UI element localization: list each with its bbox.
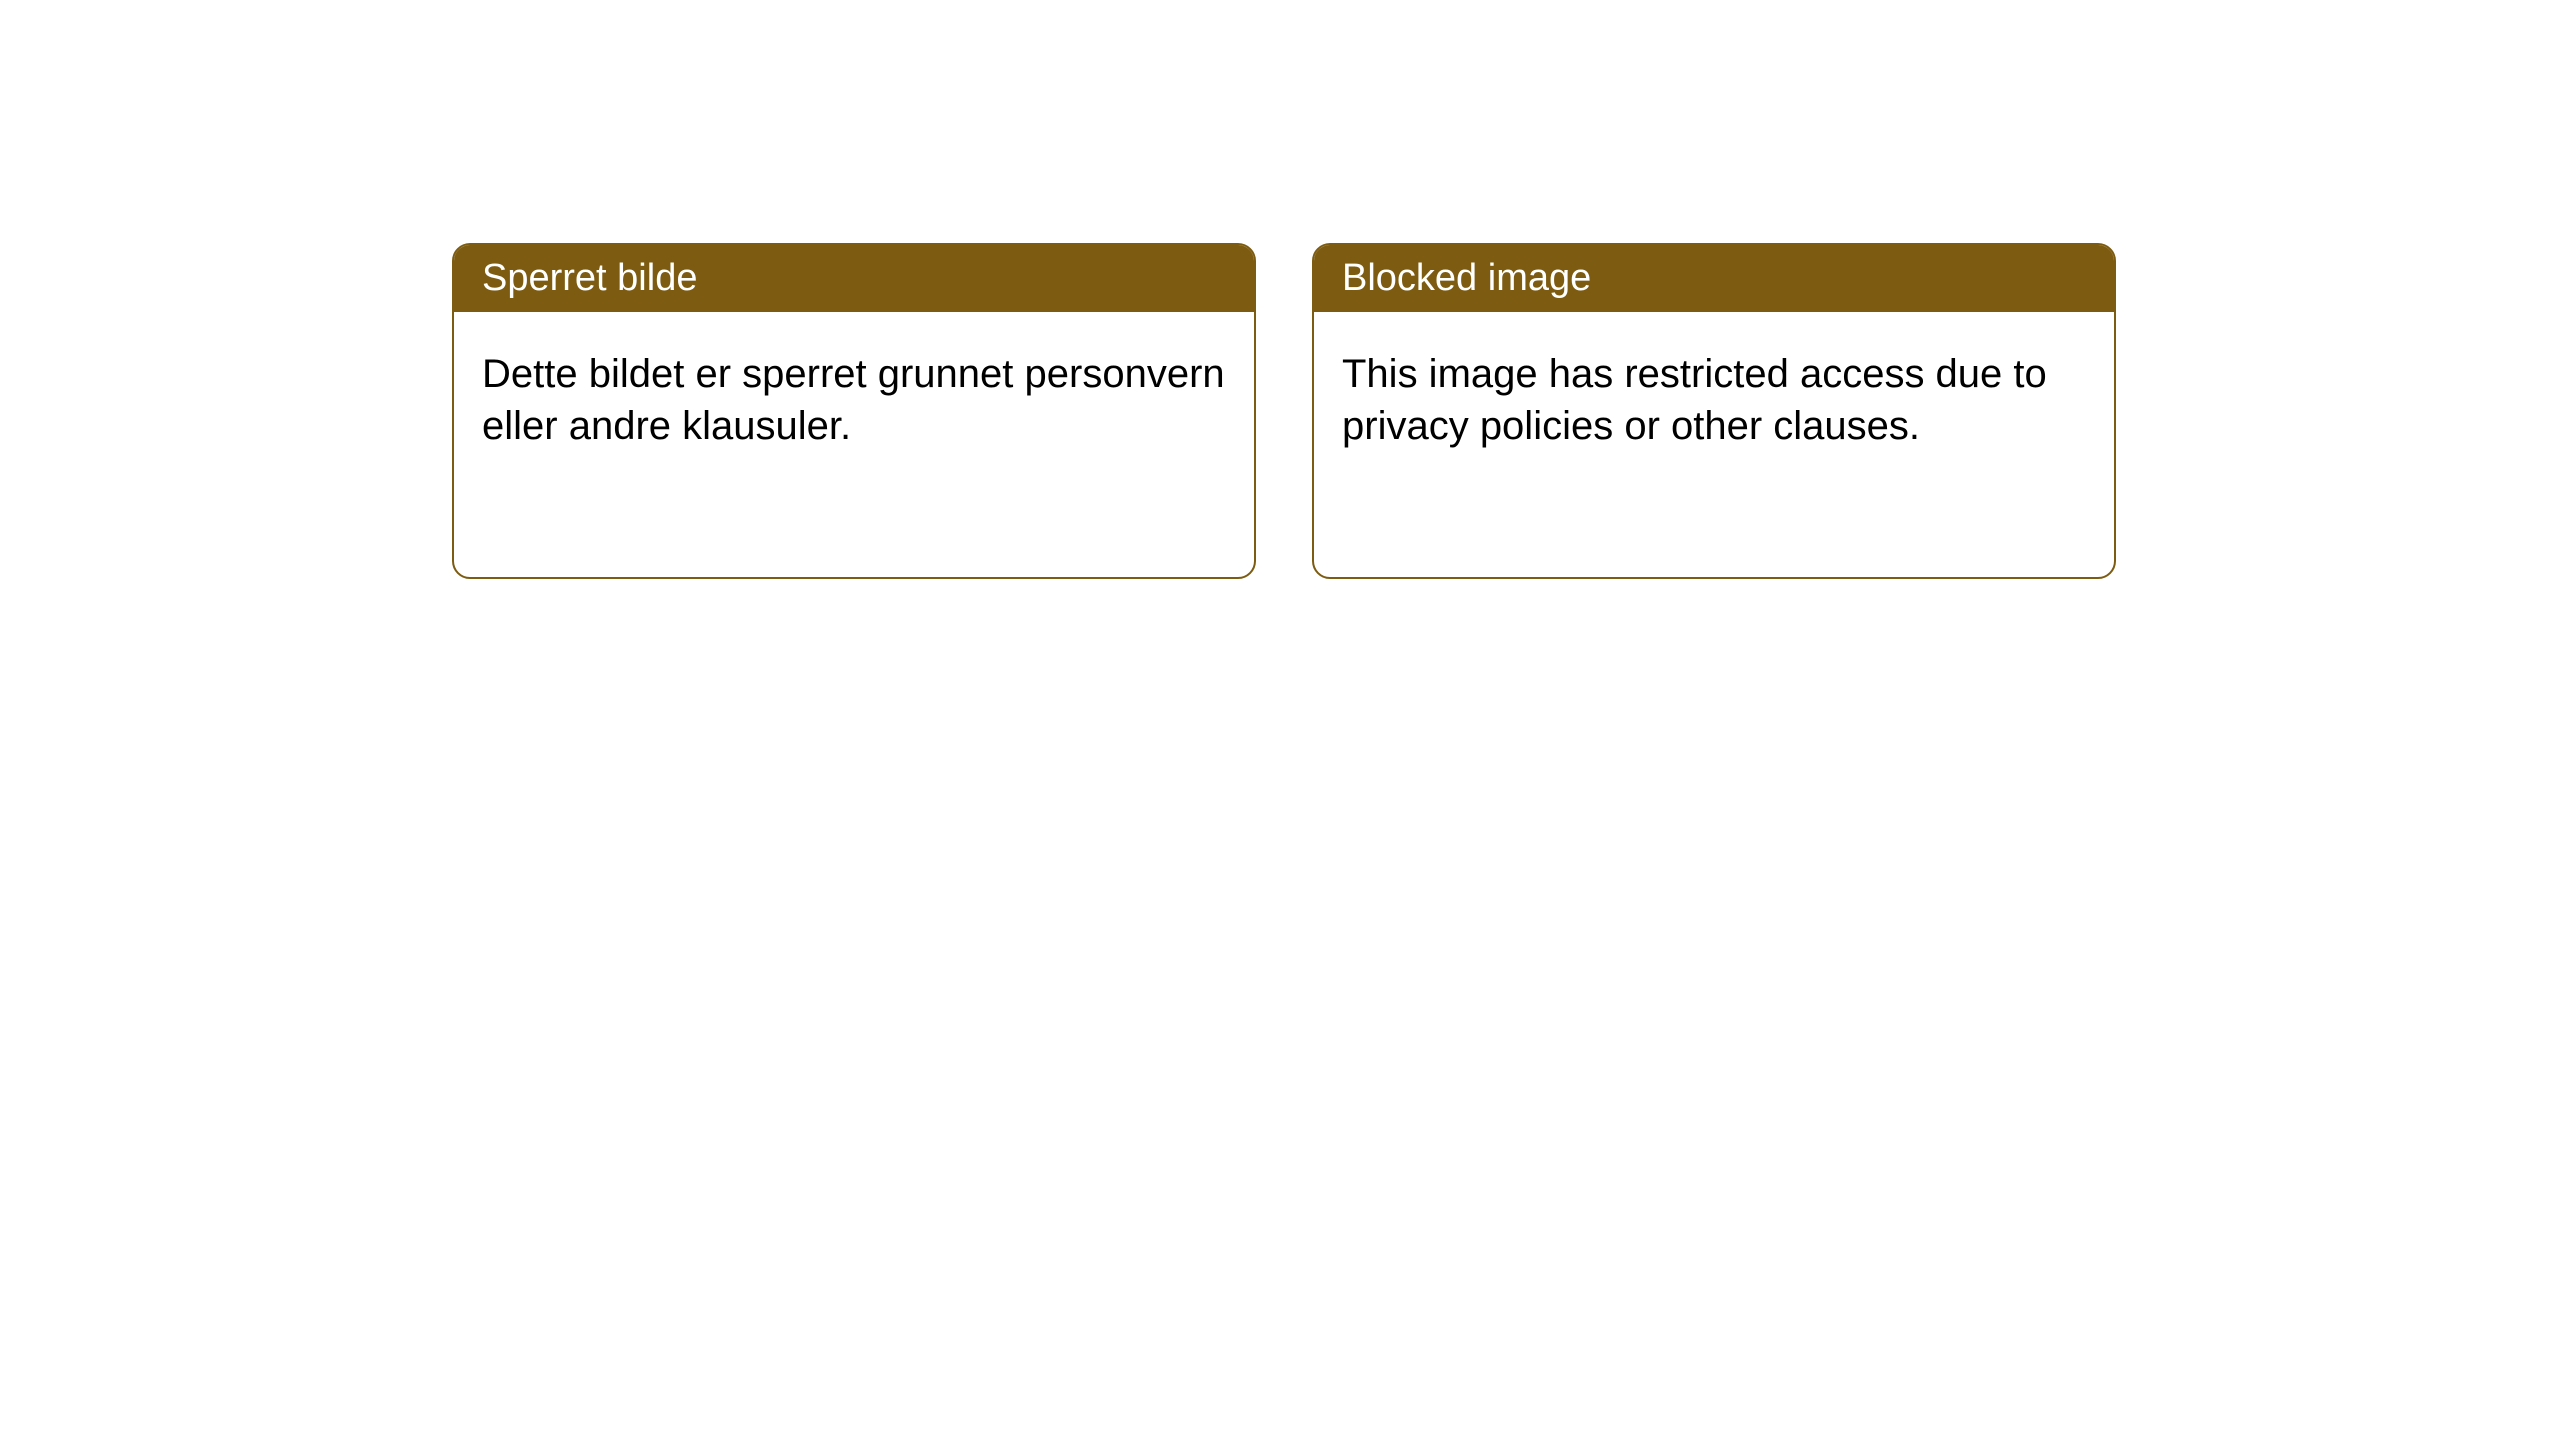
notice-container: Sperret bilde Dette bildet er sperret gr… (0, 0, 2560, 579)
card-header: Blocked image (1314, 245, 2114, 312)
card-body: Dette bildet er sperret grunnet personve… (454, 312, 1254, 488)
card-body: This image has restricted access due to … (1314, 312, 2114, 488)
card-body-text: Dette bildet er sperret grunnet personve… (482, 352, 1225, 448)
card-title: Blocked image (1342, 257, 1591, 299)
notice-card-english: Blocked image This image has restricted … (1312, 243, 2116, 579)
notice-card-norwegian: Sperret bilde Dette bildet er sperret gr… (452, 243, 1256, 579)
card-title: Sperret bilde (482, 257, 697, 299)
card-header: Sperret bilde (454, 245, 1254, 312)
card-body-text: This image has restricted access due to … (1342, 352, 2047, 448)
